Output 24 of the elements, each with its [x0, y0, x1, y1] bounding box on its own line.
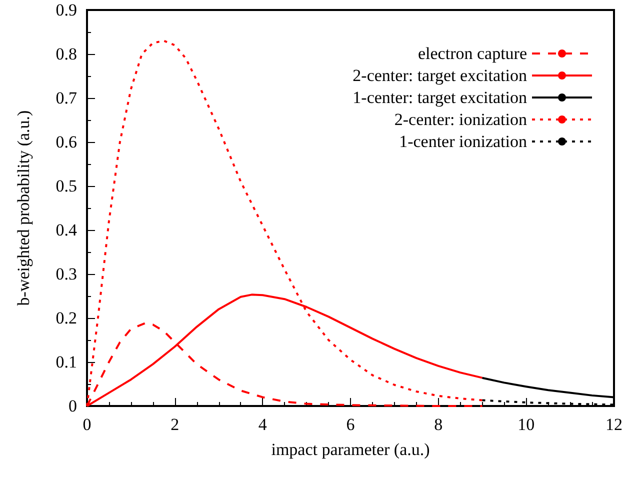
y-tick-label: 0.1: [56, 352, 77, 372]
legend-label: 2-center: target excitation: [352, 66, 528, 85]
y-axis-title: b-weighted probability (a.u.): [14, 110, 33, 306]
legend-label: 1-center: target excitation: [352, 88, 528, 107]
x-tick-label: 10: [518, 415, 535, 434]
y-tick-label: 0.4: [56, 220, 78, 240]
y-tick-label: 0.3: [56, 264, 77, 284]
legend-label: 2-center: ionization: [394, 110, 528, 129]
legend-label: electron capture: [418, 44, 527, 63]
y-tick-label: 0.2: [56, 308, 77, 328]
x-tick-label: 8: [434, 415, 443, 434]
y-tick-label: 0: [68, 396, 77, 416]
x-tick-label: 2: [170, 415, 180, 434]
y-tick-label: 0.8: [56, 44, 77, 64]
x-tick-label: 4: [258, 415, 268, 434]
y-tick-label: 0.5: [56, 176, 77, 196]
y-tick-label: 0.9: [56, 0, 77, 20]
y-tick-label: 0.7: [56, 88, 78, 108]
x-tick-label: 12: [606, 415, 622, 434]
y-tick-label: 0.6: [56, 132, 77, 152]
x-tick-label: 0: [82, 415, 92, 434]
x-tick-label: 6: [346, 415, 355, 434]
legend-label: 1-center ionization: [399, 132, 528, 151]
x-axis-title: impact parameter (a.u.): [271, 440, 430, 459]
